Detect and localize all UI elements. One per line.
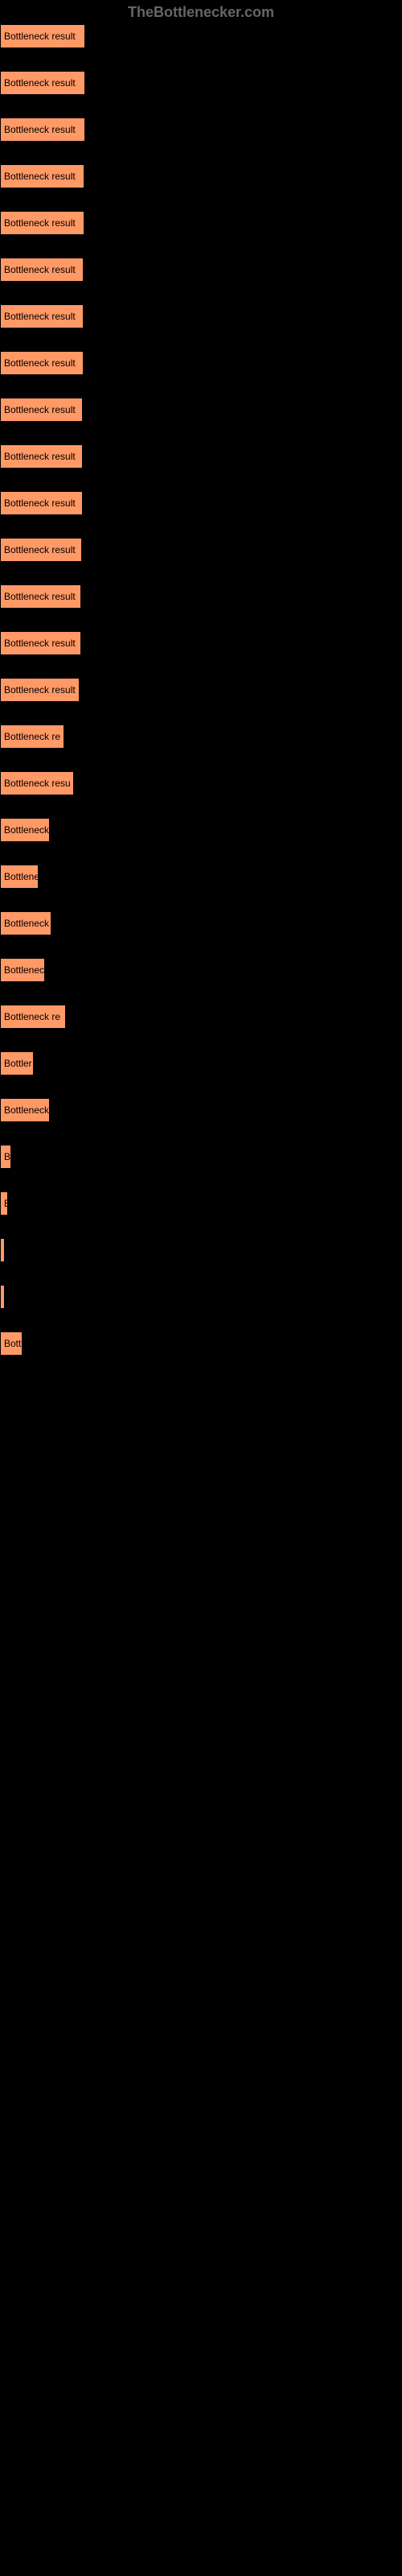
chart-bar: Bottleneck result [0,444,83,469]
bar-row: Bottleneck result [0,444,402,469]
chart-bar: Bottleneck result [0,71,85,95]
bar-row: Bottleneck result [0,538,402,562]
chart-bar: Bottlenec [0,958,45,982]
chart-bar: Bottleneck result [0,351,84,375]
chart-bar: Bottler [0,1051,34,1075]
chart-bar: Bottleneck [0,911,51,935]
bar-row: Bo [0,1145,402,1169]
bar-row: Bottleneck re [0,724,402,749]
chart-bar: Bottleneck result [0,211,84,235]
bar-row [0,1285,402,1309]
bar-row: Bottleneck result [0,491,402,515]
bar-row: Bottleneck result [0,118,402,142]
bar-row: Bottler [0,1051,402,1075]
chart-bar: Bottleneck re [0,724,64,749]
bar-row: Bottleneck result [0,678,402,702]
bar-row: Bottleneck result [0,398,402,422]
bar-row: Bottleneck result [0,164,402,188]
bar-row: Bottleneck result [0,258,402,282]
bar-row: Bottleneck re [0,1005,402,1029]
chart-bar: Bottleneck result [0,538,82,562]
chart-bar: Bottleneck result [0,584,81,609]
chart-bar: Bott [0,1331,23,1356]
bar-row: Bottleneck [0,911,402,935]
bar-row: Bottleneck result [0,584,402,609]
chart-bar [0,1285,5,1309]
chart-bar: Bottleneck [0,1098,50,1122]
site-header: TheBottlenecker.com [0,0,402,21]
bar-row: Bottlene [0,865,402,889]
chart-bar: Bottleneck result [0,258,84,282]
bar-row: Bott [0,1331,402,1356]
bar-row: Bottleneck result [0,211,402,235]
bar-row: Bottleneck result [0,24,402,48]
bar-row: Bottleneck result [0,631,402,655]
bar-row: Bottleneck resu [0,771,402,795]
chart-bar: Bottleneck result [0,304,84,328]
chart-bar: Bo [0,1145,11,1169]
bar-row: B [0,1191,402,1216]
bar-row: Bottleneck result [0,351,402,375]
chart-bar: Bottleneck resu [0,771,74,795]
bar-chart: Bottleneck result Bottleneck result Bottle… [0,24,402,1378]
chart-bar: Bottleneck result [0,164,84,188]
bar-row: Bottleneck [0,818,402,842]
bar-row: Bottleneck [0,1098,402,1122]
chart-bar: Bottleneck result [0,678,80,702]
chart-bar: Bottleneck re [0,1005,66,1029]
bar-row: Bottleneck result [0,304,402,328]
bar-row: Bottleneck result [0,71,402,95]
bar-row: Bottlenec [0,958,402,982]
chart-bar: Bottleneck result [0,118,85,142]
chart-bar: Bottlene [0,865,39,889]
chart-bar: Bottleneck result [0,398,83,422]
chart-bar: Bottleneck result [0,491,83,515]
chart-bar: Bottleneck [0,818,50,842]
chart-bar: Bottleneck result [0,631,81,655]
chart-bar: Bottleneck result [0,24,85,48]
chart-bar [0,1238,5,1262]
bar-row [0,1238,402,1262]
chart-bar: B [0,1191,8,1216]
